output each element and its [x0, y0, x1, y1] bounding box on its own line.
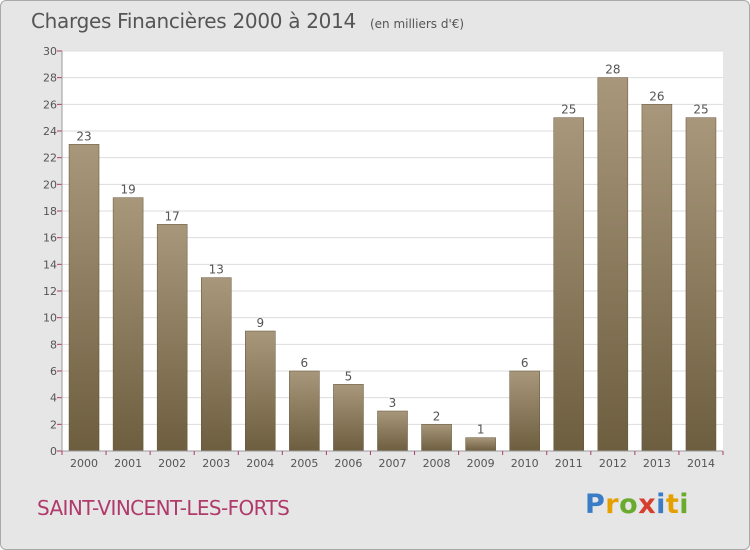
x-tick-label: 2012 [599, 457, 627, 470]
value-label: 19 [120, 183, 135, 197]
bars [68, 77, 717, 452]
value-label: 13 [209, 263, 224, 277]
y-tick-label: 28 [43, 72, 57, 85]
x-tick-label: 2007 [379, 457, 407, 470]
bar-2012 [597, 77, 629, 452]
logo-letter: t [665, 489, 680, 520]
y-tick-label: 6 [50, 365, 57, 378]
x-tick-label: 2002 [158, 457, 186, 470]
y-tick-label: 24 [43, 125, 57, 138]
x-tick-label: 2005 [290, 457, 318, 470]
x-tick-label: 2001 [114, 457, 142, 470]
value-label: 17 [165, 209, 180, 223]
logo-letter: i [656, 489, 666, 520]
bar-2007 [377, 410, 408, 452]
value-label: 5 [345, 369, 353, 383]
x-tick-label: 2009 [467, 457, 495, 470]
value-label: 6 [301, 356, 309, 370]
proxiti-logo: Proxiti [585, 489, 689, 520]
value-label: 25 [693, 103, 708, 117]
y-tick-label: 30 [43, 45, 57, 58]
value-label: 26 [649, 89, 664, 103]
y-tick-label: 18 [43, 205, 57, 218]
x-tick-label: 2014 [687, 457, 715, 470]
bar-2001 [112, 197, 144, 452]
y-tick-label: 16 [43, 232, 57, 245]
y-tick-label: 26 [43, 98, 57, 111]
chart-title: Charges Financières 2000 à 2014 (en milli… [31, 9, 464, 33]
bar-2000 [68, 144, 100, 452]
bar-2013 [641, 104, 673, 452]
value-label: 28 [605, 63, 620, 77]
value-label: 2 [433, 409, 441, 423]
value-label: 25 [561, 103, 576, 117]
y-tick-label: 4 [50, 392, 57, 405]
bar-2006 [333, 384, 364, 452]
x-tick-label: 2010 [511, 457, 539, 470]
bar-2014 [685, 117, 717, 452]
y-tick-label: 14 [43, 258, 57, 271]
bar-2003 [200, 277, 232, 452]
value-label: 9 [256, 316, 264, 330]
y-tick-label: 10 [43, 312, 57, 325]
bar-2005 [289, 370, 320, 452]
x-tick-label: 2008 [423, 457, 451, 470]
y-tick-label: 22 [43, 152, 57, 165]
logo-letter: P [585, 489, 606, 520]
bar-2008 [421, 424, 452, 452]
y-tick-label: 20 [43, 178, 57, 191]
logo-letter: x [638, 489, 657, 520]
x-tick-label: 2013 [643, 457, 671, 470]
value-label: 3 [389, 396, 397, 410]
value-label: 6 [521, 356, 529, 370]
value-labels: 23 19 17 13 9 6 5 3 2 1 6 25 28 26 25 [76, 63, 708, 437]
chart-title-text: Charges Financières 2000 à 2014 [31, 9, 356, 33]
y-tick-label: 0 [50, 445, 57, 458]
x-tick-label: 2006 [334, 457, 362, 470]
logo-letter: r [605, 489, 620, 520]
x-tick-label: 2000 [70, 457, 98, 470]
bar-2004 [245, 330, 276, 452]
y-tick-label: 2 [50, 418, 57, 431]
x-tick-label: 2003 [202, 457, 230, 470]
y-tick-label: 12 [43, 285, 57, 298]
value-label: 23 [76, 129, 91, 143]
x-tick-label: 2011 [555, 457, 583, 470]
bar-2002 [156, 224, 188, 452]
bar-2010 [509, 370, 540, 452]
logo-letter: o [619, 489, 639, 520]
x-axis: 2000 2001 2002 2003 2004 2005 2006 2007 2008 2009… [61, 450, 724, 470]
bar-2011 [553, 117, 585, 452]
x-tick-label: 2004 [246, 457, 274, 470]
y-tick-label: 8 [50, 338, 57, 351]
commune-name: SAINT-VINCENT-LES-FORTS [37, 496, 290, 520]
chart-subtitle: (en milliers d'€) [369, 17, 465, 31]
value-label: 1 [477, 423, 485, 437]
bar-2009 [465, 437, 496, 452]
logo-letter: i [679, 489, 690, 520]
